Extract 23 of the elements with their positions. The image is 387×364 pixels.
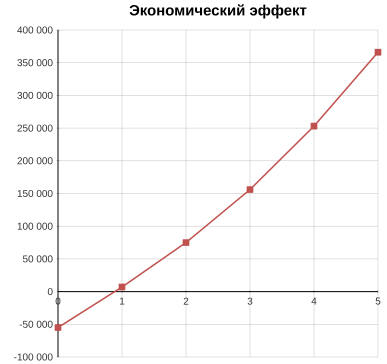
point (54, 324, 62, 331)
point (118, 284, 126, 290)
y-tick-label: 50 000 (22, 255, 53, 262)
y-tick-label: 100 000 (18, 222, 53, 230)
point (310, 122, 318, 130)
chart-title: Экономический эффект (130, 4, 306, 19)
y-tick-label: 0 (48, 288, 53, 296)
y-tick-label: 300 000 (17, 92, 53, 99)
x-tick-label: 4 (311, 298, 316, 305)
x-tick-label: 2 (184, 298, 188, 305)
x-tick-label: 3 (248, 298, 252, 305)
y-tick-label: 250 000 (17, 124, 53, 132)
point (182, 239, 190, 246)
point (246, 186, 254, 193)
x-tick-label: 5 (376, 298, 380, 305)
y-tick-label: -100 000 (14, 354, 53, 361)
point (374, 48, 382, 56)
y-tick-label: 150 000 (18, 190, 53, 198)
y-tick-label: 350 000 (17, 59, 53, 66)
y-tick-label: -50 000 (20, 320, 53, 328)
y-tick-label: 200 000 (17, 157, 53, 164)
x-tick-label: 1 (120, 298, 124, 305)
y-tick-label: 400 000 (17, 26, 53, 34)
